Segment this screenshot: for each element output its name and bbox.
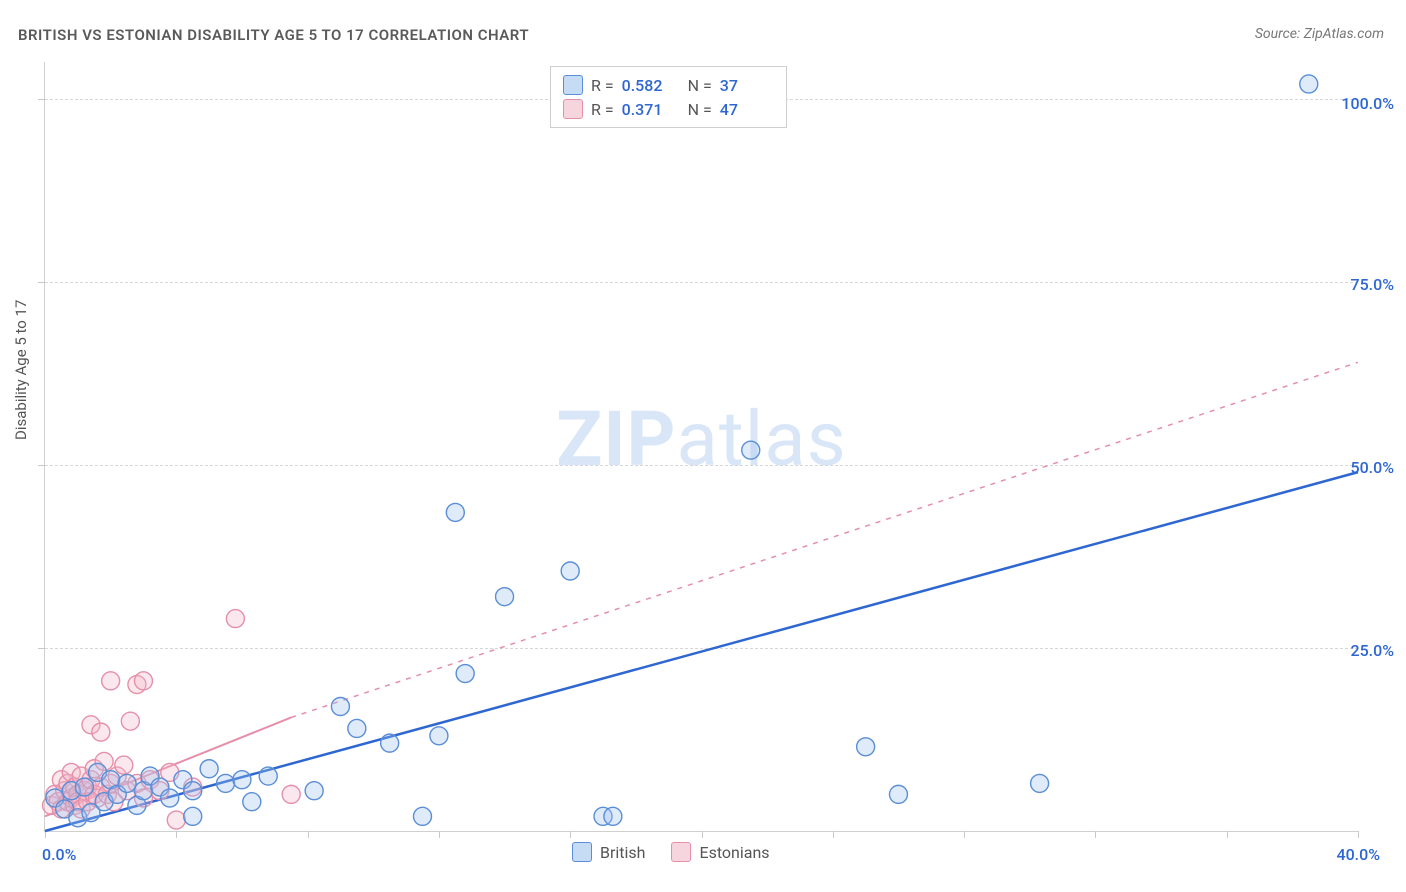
stat-n-label: N = xyxy=(684,76,712,95)
swatch-estonians xyxy=(671,842,691,862)
stats-row-british: R = 0.582 N = 37 xyxy=(563,73,774,97)
swatch-estonians xyxy=(563,99,583,119)
stat-r-label: R = xyxy=(591,100,614,119)
chart-title: BRITISH VS ESTONIAN DISABILITY AGE 5 TO … xyxy=(18,26,529,44)
stat-r-label: R = xyxy=(591,76,614,95)
legend-item-british: British xyxy=(572,842,645,862)
stats-row-estonians: R = 0.371 N = 47 xyxy=(563,97,774,121)
stat-n-british: 37 xyxy=(720,76,774,95)
x-axis-origin-label: 0.0% xyxy=(42,845,76,864)
legend-label-british: British xyxy=(600,843,645,862)
y-tick-label-100: 100.0% xyxy=(1341,94,1394,113)
y-tick-label-50: 50.0% xyxy=(1350,458,1394,477)
x-axis-max-label: 40.0% xyxy=(1336,845,1380,864)
chart-svg-overlay xyxy=(45,62,1358,831)
swatch-british xyxy=(563,75,583,95)
bottom-legend: British Estonians xyxy=(572,842,770,862)
stat-r-estonians: 0.371 xyxy=(622,100,676,119)
chart-container: BRITISH VS ESTONIAN DISABILITY AGE 5 TO … xyxy=(0,0,1406,892)
y-tick-label-25: 25.0% xyxy=(1350,641,1394,660)
legend-item-estonians: Estonians xyxy=(671,842,769,862)
y-tick-label-75: 75.0% xyxy=(1350,275,1394,294)
y-axis-title: Disability Age 5 to 17 xyxy=(12,300,30,440)
source-attribution: Source: ZipAtlas.com xyxy=(1255,26,1384,42)
swatch-british xyxy=(572,842,592,862)
stats-legend-box: R = 0.582 N = 37 R = 0.371 N = 47 xyxy=(550,66,787,128)
stat-n-label: N = xyxy=(684,100,712,119)
stat-n-estonians: 47 xyxy=(720,100,774,119)
plot-area: ZIPatlas xyxy=(44,62,1358,832)
legend-label-estonians: Estonians xyxy=(699,843,769,862)
stat-r-british: 0.582 xyxy=(622,76,676,95)
